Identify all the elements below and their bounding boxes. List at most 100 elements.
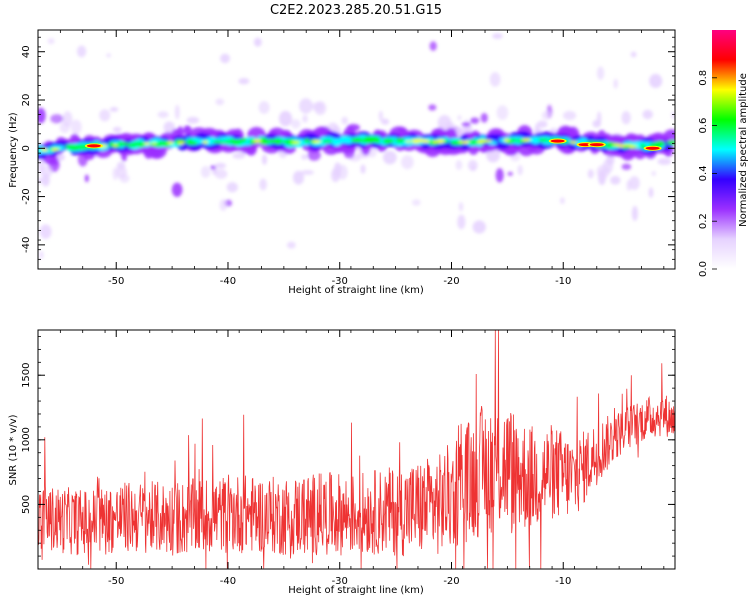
spectrogram-x-tick-label: -50 — [108, 276, 124, 287]
heatmap-blob — [109, 107, 119, 112]
heatmap-blob — [278, 110, 293, 127]
heatmap-blob — [261, 154, 268, 165]
colorbar-tick-label: 0.0 — [698, 261, 709, 277]
heatmap-blob — [70, 119, 82, 135]
heatmap-ridge-blob — [450, 140, 461, 145]
heatmap-blob — [331, 168, 341, 183]
heatmap-ridge-blob — [522, 138, 531, 142]
snr-frame — [37, 329, 676, 570]
heatmap-blob — [174, 104, 180, 120]
heatmap-ridge-blob — [463, 140, 471, 143]
heatmap-ridge-blob — [483, 139, 493, 143]
heatmap-ridge-blob — [259, 137, 268, 143]
heatmap-blob — [457, 115, 462, 121]
figure-title: C2E2.2023.285.20.51.G15 — [270, 3, 442, 18]
heatmap-blob — [220, 53, 231, 64]
heatmap-ridge-blob — [231, 139, 240, 145]
heatmap-ridge-blob — [241, 138, 247, 143]
heatmap-blob — [226, 182, 238, 193]
heatmap-blob — [630, 51, 637, 58]
heatmap-blob — [429, 41, 437, 51]
heatmap-blob — [648, 187, 654, 198]
heatmap-blob — [253, 37, 262, 47]
heatmap-ridge-blob — [629, 144, 634, 149]
heatmap-blob — [461, 122, 471, 127]
heatmap-ridge-blob — [331, 138, 342, 147]
snr-ticks: -50 -40 -30 -20 -10 500 1000 1500 — [21, 330, 675, 587]
snr-y-tick-label: 1500 — [21, 362, 32, 387]
heatmap-blob — [106, 53, 112, 58]
heatmap-blob — [341, 116, 349, 125]
heatmap-blob — [381, 118, 390, 125]
heatmap-blob — [38, 107, 46, 124]
heatmap-ridge-blob — [42, 148, 47, 152]
heatmap-ridge-blob — [321, 139, 333, 143]
snr-panel: -50 -40 -30 -20 -10 500 1000 1500 Height of str… — [8, 329, 676, 596]
heatmap-blob — [171, 182, 183, 197]
heatmap-blob — [562, 110, 577, 121]
snr-y-axis-label: SNR (10 * v/v) — [8, 414, 19, 485]
colorbar-tick-label: 0.4 — [698, 165, 709, 181]
spectrogram-heatmap — [38, 33, 675, 260]
spectrogram-y-tick-label: -20 — [21, 188, 32, 204]
heatmap-blob — [536, 120, 548, 128]
heatmap-blob — [47, 38, 55, 45]
heatmap-blob — [301, 154, 308, 160]
heatmap-blob — [596, 66, 605, 80]
colorbar-label: Normalized spectral amplitude — [738, 73, 749, 227]
heatmap-blob — [360, 164, 366, 174]
heatmap-blob — [428, 104, 437, 111]
heatmap-blob — [39, 224, 52, 239]
heatmap-blob — [183, 125, 192, 136]
heatmap-blob — [112, 167, 119, 181]
heatmap-ridge-blob — [612, 143, 621, 146]
heatmap-blob — [314, 101, 327, 115]
heatmap-blob — [470, 117, 480, 124]
heatmap-ridge-blob — [538, 138, 550, 142]
spectrogram-y-tick-label: 20 — [21, 94, 32, 107]
heatmap-blob — [39, 250, 44, 260]
heatmap-blob — [50, 114, 64, 124]
heatmap-blob — [163, 121, 175, 134]
spectrogram-x-tick-label: -40 — [220, 276, 236, 287]
spectrogram-x-tick-label: -30 — [332, 276, 348, 287]
heatmap-blob — [480, 112, 488, 123]
spectrogram-x-tick-label: -20 — [443, 276, 459, 287]
heatmap-ridge-blob — [216, 140, 226, 144]
heatmap-ridge-blob — [432, 140, 438, 143]
heatmap-blob — [495, 168, 504, 183]
heatmap-ridge-blob — [51, 148, 60, 151]
heatmap-blob — [112, 126, 122, 133]
heatmap-ridge-blob — [405, 140, 412, 143]
heatmap-blob — [610, 175, 621, 185]
heatmap-ridge-blob — [253, 138, 262, 143]
heatmap-blob — [291, 119, 301, 129]
spectrogram-frame — [37, 29, 676, 270]
colorbar-tick-label: 0.8 — [698, 70, 709, 86]
spectrogram-blobs — [38, 33, 675, 260]
heatmap-ridge-blob — [312, 139, 322, 144]
snr-x-tick-label: -20 — [443, 576, 459, 587]
heatmap-ridge-blob — [272, 138, 284, 144]
colorbar-ticks: 0.0 0.2 0.4 0.6 0.8 — [698, 70, 717, 277]
heatmap-ridge-blob — [411, 139, 417, 143]
heatmap-ridge-blob — [395, 138, 405, 144]
spectrogram-y-axis-label: Frequency (Hz) — [8, 112, 19, 188]
heatmap-ridge-blob — [351, 139, 361, 143]
heatmap-blob — [286, 241, 296, 249]
heatmap-blob — [496, 105, 509, 120]
heatmap-blob — [621, 163, 632, 170]
snr-y-tick-label: 1000 — [21, 427, 32, 452]
heatmap-blob — [541, 111, 551, 120]
heatmap-blob — [157, 111, 169, 118]
heatmap-blob — [613, 78, 618, 89]
heatmap-blob — [651, 171, 657, 176]
heatmap-blob — [40, 165, 53, 178]
heatmap-blob — [489, 72, 501, 87]
spectrogram-x-tick-label: -10 — [555, 276, 571, 287]
spectrogram-y-tick-label: 0 — [21, 145, 32, 151]
heatmap-ridge-blob — [621, 144, 631, 147]
heatmap-ridge-blob — [384, 138, 395, 143]
heatmap-ridge-blob — [127, 143, 135, 148]
